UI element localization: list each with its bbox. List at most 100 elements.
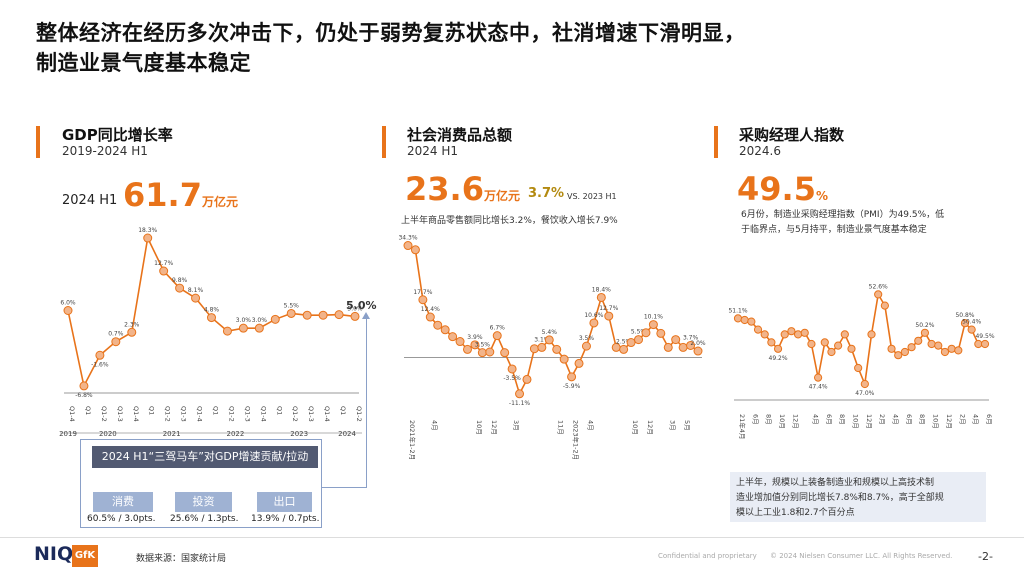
gdp-data-label: 5.0%	[347, 305, 363, 312]
pmi-point	[793, 330, 803, 339]
driver-investment-value: 25.6% / 1.3pts.	[170, 514, 239, 524]
retail-tick-label: 3月	[512, 420, 520, 431]
retail-data-label: 3.9%	[467, 334, 483, 341]
pmi-point	[753, 325, 763, 334]
gdp-tick-label: Q1-3	[243, 406, 251, 422]
retail-tick-label: 10月	[475, 420, 483, 435]
gdp-point	[270, 314, 280, 324]
pmi-tick-label: 10月	[851, 414, 859, 429]
retail-tick-label: 4月	[586, 420, 594, 431]
pmi-point	[807, 339, 816, 349]
pmi-point	[954, 346, 963, 355]
pmi-point	[980, 339, 990, 349]
gdp-tick-label: Q1	[339, 406, 347, 415]
data-source: 数据来源：国家统计局	[136, 554, 227, 564]
gdp-year-label: 2019	[59, 430, 77, 438]
gdp-tick-label: Q1-2	[227, 406, 235, 422]
pmi-point	[947, 344, 956, 353]
retail-vs: vs. 2023 H1	[567, 192, 617, 201]
pmi-box-line-2: 造业增加值分别同比增长7.8%和8.7%，高于全部规	[736, 493, 944, 503]
pmi-series-line	[737, 292, 985, 388]
gdp-data-label: 18.3%	[138, 227, 157, 234]
retail-data-label: 12.7%	[599, 305, 618, 312]
retail-point	[403, 241, 413, 251]
retail-tick-label: 5月	[683, 420, 691, 431]
retail-data-label: 2.0%	[690, 340, 706, 347]
driver-export-label: 出口	[257, 492, 312, 512]
gdp-tick-label: Q1-2	[164, 406, 172, 422]
gdp-tick-label: Q1	[84, 406, 92, 415]
retail-data-label: 6.7%	[490, 325, 506, 332]
retail-point	[448, 332, 458, 342]
pmi-point	[894, 351, 903, 360]
pmi-subtitle: 2024.6	[739, 144, 781, 158]
retail-point	[477, 348, 487, 358]
gdp-data-label: 5.5%	[284, 302, 300, 309]
retail-point	[626, 338, 636, 348]
gdp-point	[143, 233, 153, 243]
drivers-box	[80, 439, 322, 528]
driver-investment-label: 投资	[175, 492, 232, 512]
pmi-point	[920, 328, 930, 337]
retail-point	[507, 364, 517, 374]
pmi-point	[767, 338, 776, 347]
page-title: 整体经济在经历多次冲击下，仍处于弱势复苏状态中，社消增速下滑明显， 制造业景气度…	[36, 18, 746, 78]
retail-data-label: -3.5%	[503, 375, 521, 382]
driver-consumption-label: 消费	[93, 492, 153, 512]
gdp-data-label: 8.1%	[188, 287, 204, 294]
retail-point	[529, 344, 539, 354]
gdp-value: 61.7万亿元	[123, 176, 238, 214]
pmi-tick-label: 8月	[765, 414, 773, 425]
retail-data-label: 5.4%	[542, 329, 558, 336]
retail-accent-bar	[382, 126, 386, 158]
driver-consumption-value: 60.5% / 3.0pts.	[87, 514, 156, 524]
retail-tick-label: 3月	[668, 420, 676, 431]
pmi-point	[940, 347, 950, 357]
drivers-title: 2024 H1“三驾马车”对GDP增速贡献/拉动	[92, 446, 318, 468]
gfk-logo: GfK	[72, 545, 98, 567]
pmi-chart: 51.1% 49.2% 47.4% 47.0% 52.6% 50.2% 50.8%50.4%…	[728, 283, 994, 439]
gdp-data-label: 3.0%	[236, 317, 252, 324]
retail-tick-label: 4月	[430, 420, 438, 431]
retail-data-label: 3.5%	[475, 342, 491, 349]
retail-data-label: 10.1%	[644, 314, 663, 321]
retail-point	[537, 342, 547, 352]
gdp-data-label: 4.8%	[204, 307, 220, 314]
retail-data-label: 3.7%	[683, 334, 699, 341]
pmi-point	[914, 336, 923, 345]
gdp-point	[95, 350, 105, 360]
retail-point	[663, 342, 673, 352]
gdp-period: 2024 H1	[62, 193, 118, 208]
gdp-year-label: 2022	[227, 430, 245, 438]
retail-data-label: 2.5%	[616, 338, 632, 345]
pmi-point	[814, 373, 823, 382]
page-number: -2-	[978, 550, 993, 563]
gdp-point	[191, 293, 201, 303]
gdp-tick-label: Q1-2	[100, 406, 108, 422]
retail-point	[410, 245, 420, 255]
retail-point	[440, 325, 450, 335]
pmi-point	[860, 379, 869, 389]
retail-tick-label: 12月	[646, 420, 654, 435]
pmi-note: 6月份，制造业采购经理指数（PMI）为49.5%，低 于临界点，与5月持平，制造…	[741, 208, 944, 238]
retail-point	[604, 311, 614, 321]
pmi-point	[780, 330, 789, 339]
retail-data-label: 17.7%	[413, 289, 432, 296]
retail-point	[567, 372, 577, 382]
retail-title: 社会消费品总额	[407, 126, 513, 144]
pmi-tick-label: 8月	[838, 414, 846, 425]
pmi-point	[747, 317, 756, 326]
gdp-subtitle: 2019-2024 H1	[62, 144, 148, 158]
retail-point	[455, 337, 465, 347]
pmi-point	[874, 290, 883, 299]
retail-point	[544, 335, 554, 345]
pmi-tick-label: 6月	[905, 414, 913, 425]
retail-point	[559, 354, 569, 364]
retail-point	[589, 318, 599, 328]
footer-divider	[0, 537, 1024, 538]
gdp-title: GDP同比增长率	[62, 126, 173, 144]
gdp-tick-label: Q1-2	[291, 406, 299, 422]
retail-point	[492, 331, 502, 341]
pmi-box-line-1: 上半年，规模以上装备制造业和规模以上高技术制	[736, 478, 935, 488]
retail-point	[522, 374, 532, 384]
